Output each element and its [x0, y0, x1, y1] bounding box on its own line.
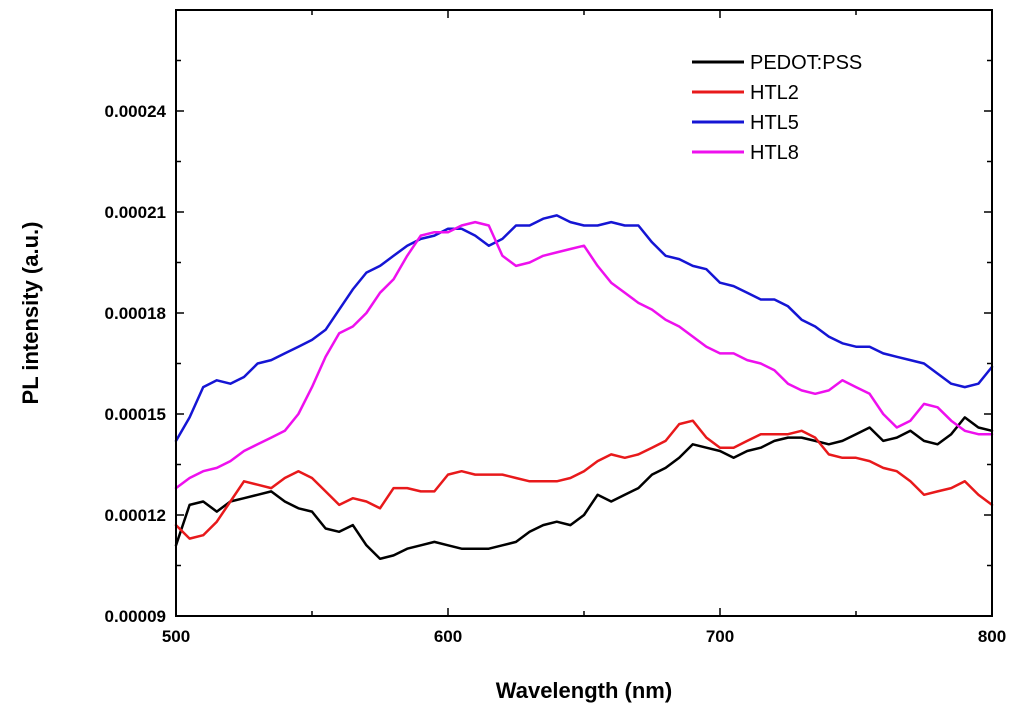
legend: PEDOT:PSS HTL2 HTL5 HTL8	[692, 52, 862, 164]
plot-frame	[175, 9, 993, 617]
y-tick-label: 0.00015	[105, 405, 166, 424]
x-tick-label: 600	[434, 627, 462, 646]
series-line-htl2	[174, 419, 994, 540]
series-line-htl5	[174, 214, 994, 443]
legend-label-htl5: HTL5	[750, 112, 799, 134]
series-lines	[174, 214, 994, 561]
y-tick-label: 0.00018	[105, 304, 166, 323]
y-tick-label: 0.00021	[105, 203, 166, 222]
x-tick-label: 500	[162, 627, 190, 646]
x-tick-label: 700	[706, 627, 734, 646]
y-tick-label: 0.00024	[105, 102, 167, 121]
legend-label-pedot-pss: PEDOT:PSS	[750, 52, 862, 74]
y-axis-title: PL intensity (a.u.)	[18, 222, 43, 405]
y-tick-label: 0.00009	[105, 607, 166, 626]
y-tick-label: 0.00012	[105, 506, 166, 525]
series-line-htl8	[174, 220, 994, 490]
legend-label-htl8: HTL8	[750, 142, 799, 164]
x-tick-label: 800	[978, 627, 1006, 646]
series-line-pedot-pss	[174, 416, 994, 561]
x-axis-title: Wavelength (nm)	[496, 678, 672, 703]
axis-ticks: 500 600 700 800 0.00009 0.00012 0.00015 0.00018…	[105, 9, 1006, 646]
legend-label-htl2: HTL2	[750, 82, 799, 104]
